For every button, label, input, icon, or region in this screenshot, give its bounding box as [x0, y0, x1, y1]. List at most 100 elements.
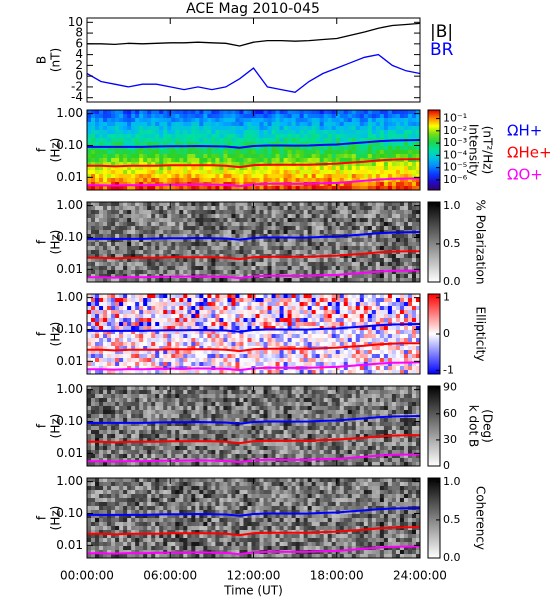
spectrogram-cell	[311, 214, 317, 219]
spectrogram-cell	[119, 258, 124, 263]
spectrogram-cell	[87, 182, 92, 187]
spectrogram-cell	[231, 134, 236, 139]
spectrogram-cell	[351, 270, 357, 275]
spectrogram-cell	[399, 114, 405, 119]
spectrogram-cell	[219, 114, 224, 119]
spectrogram-cell	[163, 126, 168, 131]
spectrogram-cell	[295, 246, 301, 251]
spectrogram-cell	[239, 250, 244, 255]
spectrogram-cell	[131, 234, 136, 239]
spectrogram-cell	[231, 174, 236, 179]
spectrogram-cell	[111, 182, 116, 187]
spectrogram-cell	[271, 202, 277, 207]
spectrogram-cell	[119, 358, 124, 363]
spectrogram-cell	[255, 122, 261, 127]
spectrogram-cell	[99, 130, 104, 135]
spectrogram-cell	[191, 262, 196, 267]
spectrogram-cell	[367, 182, 373, 187]
spectrogram-cell	[263, 246, 269, 251]
spectrogram-cell	[315, 150, 321, 155]
spectrogram-cell	[399, 110, 405, 115]
spectrogram-cell	[191, 166, 196, 171]
spectrogram-cell	[343, 274, 349, 279]
spectrogram-cell	[275, 262, 281, 267]
spectrogram-cell	[115, 234, 120, 239]
spectrogram-cell	[415, 162, 420, 167]
spectrogram-cell	[131, 122, 136, 127]
spectrogram-cell	[351, 178, 357, 183]
spectrogram-cell	[311, 210, 317, 215]
spectrogram-cell	[187, 326, 192, 331]
spectrogram-cell	[311, 226, 317, 231]
spectrogram-cell	[291, 186, 297, 190]
spectrogram-cell	[387, 146, 393, 151]
spectrogram-cell	[135, 210, 140, 215]
spectrogram-cell	[163, 206, 168, 211]
spectrogram-cell	[219, 362, 224, 367]
spectrogram-cell	[99, 178, 104, 183]
spectrogram-cell	[375, 314, 381, 319]
spectrogram-cell	[231, 346, 236, 351]
spectrogram-cell	[131, 230, 136, 235]
spectrogram-cell	[319, 278, 325, 282]
spectrogram-cell	[175, 214, 180, 219]
spectrogram-cell	[387, 370, 393, 374]
spectrogram-cell	[103, 258, 108, 263]
spectrogram-cell	[403, 110, 409, 115]
spectrogram-cell	[155, 230, 160, 235]
spectrogram-cell	[391, 234, 397, 239]
spectrogram-cell	[155, 118, 160, 123]
spectrogram-cell	[395, 226, 401, 231]
spectrogram-cell	[219, 162, 224, 167]
spectrogram-cell	[311, 130, 317, 135]
spectrogram-cell	[259, 266, 265, 271]
spectrogram-cell	[179, 342, 184, 347]
spectrogram-cell	[359, 262, 365, 267]
spectrogram-cell	[163, 238, 168, 243]
spectrogram-cell	[303, 322, 309, 327]
spectrogram-cell	[215, 230, 220, 235]
spectrogram-cell	[243, 150, 248, 155]
spectrogram-cell	[335, 158, 341, 163]
spectrogram-cell	[315, 306, 321, 311]
spectrogram-cell	[199, 298, 204, 303]
spectrogram-cell	[95, 346, 100, 351]
spectrogram-cell	[187, 270, 192, 275]
spectrogram-cell	[299, 250, 305, 255]
spectrogram-cell	[243, 262, 248, 267]
spectrogram-cell	[207, 202, 212, 207]
spectrogram-cell	[279, 174, 285, 179]
spectrogram-cell	[219, 210, 224, 215]
spectrogram-cell	[351, 302, 357, 307]
spectrogram-cell	[307, 326, 313, 331]
spectrogram-cell	[279, 126, 285, 131]
spectrogram-cell	[355, 246, 361, 251]
spectrogram-cell	[351, 266, 357, 271]
spectrogram-cell	[91, 262, 96, 267]
spectrogram-cell	[367, 318, 373, 323]
spectrogram-cell	[115, 314, 120, 319]
spectrogram-cell	[271, 126, 277, 131]
spectrogram-cell	[415, 186, 420, 190]
spectrogram-cell	[235, 306, 240, 311]
spectrogram-cell	[367, 254, 373, 259]
spectrogram-cell	[179, 110, 184, 115]
spectrogram-cell	[371, 218, 377, 223]
spectrogram-cell	[91, 154, 96, 159]
spectrogram-cell	[135, 134, 140, 139]
spectrogram-cell	[303, 218, 309, 223]
spectrogram-cell	[103, 238, 108, 243]
spectrogram-cell	[143, 330, 148, 335]
spectrogram-cell	[291, 238, 297, 243]
spectrogram-cell	[147, 202, 152, 207]
spectrogram-cell	[307, 310, 313, 315]
spectrogram-cell	[87, 354, 92, 359]
spectrogram-cell	[171, 322, 176, 327]
spectrogram-cell	[159, 334, 164, 339]
spectrogram-cell	[235, 186, 240, 190]
spectrogram-cell	[351, 210, 357, 215]
spectrogram-cell	[347, 242, 353, 247]
spectrogram-cell	[371, 318, 377, 323]
spectrogram-cell	[103, 166, 108, 171]
spectrogram-cell	[363, 246, 369, 251]
